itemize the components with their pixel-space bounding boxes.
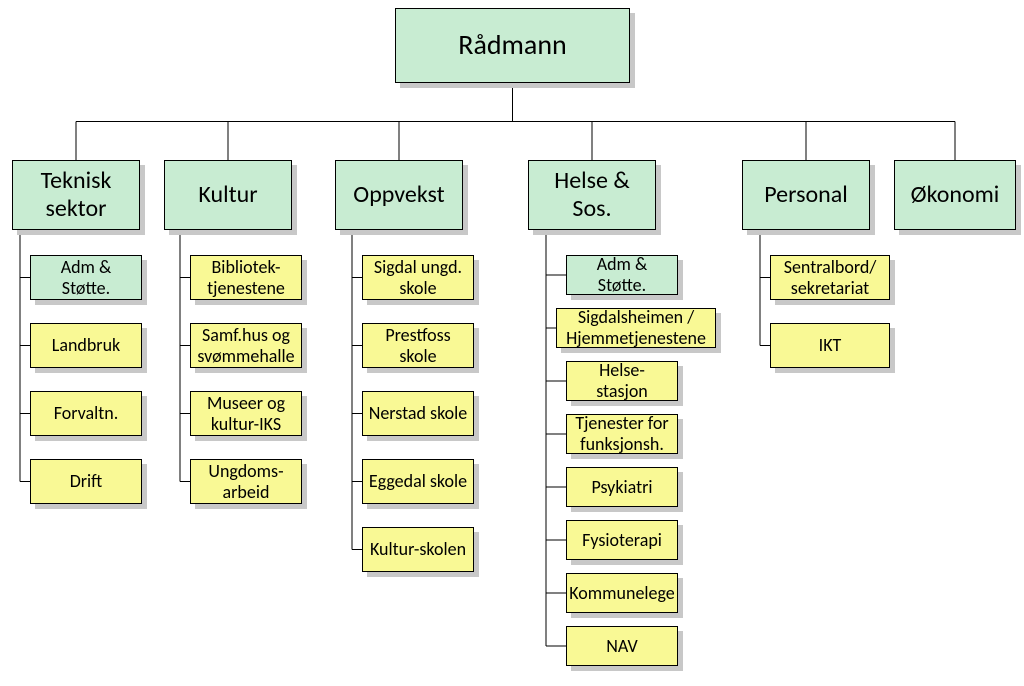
sector-3-child-7: NAV (566, 626, 678, 666)
sector-4-child-0-label: Sentralbord/sekretariat (784, 257, 877, 298)
sector-4-child-1: IKT (770, 323, 890, 368)
sector-3-child-7-label: NAV (606, 636, 637, 657)
sector-0-child-2: Forvaltn. (30, 391, 142, 436)
root-node-label: Rådmann (458, 29, 567, 61)
sector-1-child-0: Bibliotek-tjenestene (190, 255, 302, 300)
sector-2-child-4: Kultur-skolen (362, 527, 474, 572)
sector-5: Økonomi (894, 160, 1016, 230)
sector-3-child-0: Adm &Støtte. (566, 255, 678, 295)
sector-3-child-3: Tjenester forfunksjonsh. (566, 414, 678, 454)
sector-2: Oppvekst (335, 160, 463, 230)
sector-2-child-1: Prestfossskole (362, 323, 474, 368)
sector-3-child-5: Fysioterapi (566, 520, 678, 560)
sector-1: Kultur (164, 160, 292, 230)
sector-3-child-2: Helse-stasjon (566, 361, 678, 401)
sector-1-child-2: Museer ogkultur-IKS (190, 391, 302, 436)
sector-1-child-3: Ungdoms-arbeid (190, 459, 302, 504)
sector-0-label: Teknisksektor (41, 167, 112, 222)
sector-5-label: Økonomi (911, 181, 1000, 209)
sector-2-child-4-label: Kultur-skolen (370, 539, 466, 560)
sector-3: Helse &Sos. (528, 160, 656, 230)
sector-2-label: Oppvekst (353, 181, 444, 209)
sector-3-child-3-label: Tjenester forfunksjonsh. (575, 413, 668, 454)
sector-0-child-0: Adm &Støtte. (30, 255, 142, 300)
sector-1-child-1: Samf.hus ogsvømmehalle (190, 323, 302, 368)
sector-0-child-1-label: Landbruk (52, 335, 120, 356)
sector-3-child-2-label: Helse-stasjon (596, 360, 648, 401)
root-node: Rådmann (395, 8, 630, 83)
sector-3-child-1-label: Sigdalsheimen /Hjemmetjenestene (566, 307, 706, 348)
sector-2-child-0-label: Sigdal ungd.skole (374, 257, 462, 298)
sector-1-child-0-label: Bibliotek-tjenestene (207, 257, 285, 298)
sector-3-child-4-label: Psykiatri (591, 477, 652, 498)
sector-0-child-0-label: Adm &Støtte. (61, 257, 112, 298)
sector-4: Personal (742, 160, 870, 230)
sector-3-label: Helse &Sos. (554, 167, 630, 222)
sector-3-child-0-label: Adm &Støtte. (597, 254, 648, 295)
sector-3-child-6-label: Kommunelege (569, 583, 675, 604)
sector-3-child-6: Kommunelege (566, 573, 678, 613)
sector-1-child-1-label: Samf.hus ogsvømmehalle (197, 325, 294, 366)
sector-1-child-3-label: Ungdoms-arbeid (208, 461, 283, 502)
sector-3-child-1: Sigdalsheimen /Hjemmetjenestene (556, 308, 716, 348)
sector-2-child-3: Eggedal skole (362, 459, 474, 504)
sector-1-child-2-label: Museer ogkultur-IKS (207, 393, 285, 434)
sector-3-child-5-label: Fysioterapi (582, 530, 662, 551)
sector-2-child-0: Sigdal ungd.skole (362, 255, 474, 300)
sector-2-child-2: Nerstad skole (362, 391, 474, 436)
sector-0-child-3: Drift (30, 459, 142, 504)
sector-4-child-1-label: IKT (819, 335, 842, 356)
sector-1-label: Kultur (198, 181, 257, 209)
sector-2-child-3-label: Eggedal skole (369, 471, 467, 492)
sector-2-child-2-label: Nerstad skole (369, 403, 468, 424)
sector-3-child-4: Psykiatri (566, 467, 678, 507)
sector-4-child-0: Sentralbord/sekretariat (770, 255, 890, 300)
sector-0-child-2-label: Forvaltn. (54, 403, 119, 424)
sector-2-child-1-label: Prestfossskole (385, 325, 450, 366)
sector-0: Teknisksektor (12, 160, 140, 230)
sector-0-child-3-label: Drift (70, 471, 103, 492)
sector-0-child-1: Landbruk (30, 323, 142, 368)
sector-4-label: Personal (764, 181, 847, 209)
